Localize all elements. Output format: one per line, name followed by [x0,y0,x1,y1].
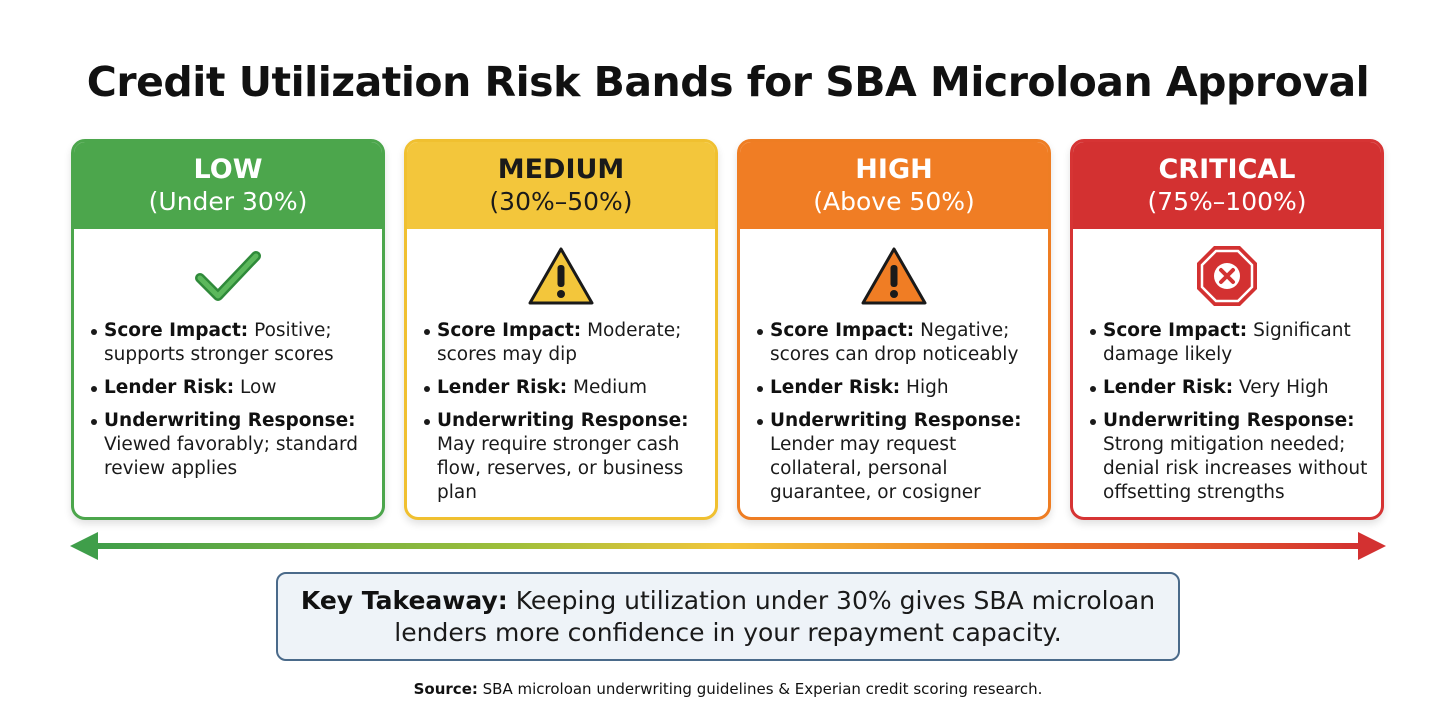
list-item: Lender Risk: Medium [424,376,707,400]
band-range: (30%–50%) [489,186,633,216]
band-range: (Above 50%) [813,186,975,216]
list-item: Lender Risk: High [757,376,1040,400]
list-item: Score Impact: Significant damage likely [1090,319,1373,367]
band-card-critical: CRITICAL (75%–100%) Score Impact: Signif… [1070,139,1384,520]
risk-scale-arrow [70,532,1386,560]
list-item: Score Impact: Positive; supports stronge… [91,319,374,367]
source-citation: Source: SBA microloan underwriting guide… [413,680,1043,698]
list-item: Lender Risk: Very High [1090,376,1373,400]
band-name: HIGH [855,154,933,186]
band-name: LOW [193,154,263,186]
stop-octagon-icon [1073,229,1381,315]
band-range: (75%–100%) [1147,186,1307,216]
list-item: Underwriting Response: Lender may reques… [757,409,1040,505]
band-range: (Under 30%) [148,186,308,216]
list-item: Score Impact: Moderate; scores may dip [424,319,707,367]
band-card-medium: MEDIUM (30%–50%) Score Impact: Moderate;… [404,139,718,520]
band-header: LOW (Under 30%) [74,142,382,229]
band-card-high: HIGH (Above 50%) Score Impact: Negative;… [737,139,1051,520]
band-header: HIGH (Above 50%) [740,142,1048,229]
band-header: CRITICAL (75%–100%) [1073,142,1381,229]
list-item: Score Impact: Negative; scores can drop … [757,319,1040,367]
band-name: CRITICAL [1158,154,1296,186]
band-details-list: Score Impact: Positive; supports stronge… [74,315,382,481]
band-name: MEDIUM [497,154,625,186]
band-header: MEDIUM (30%–50%) [407,142,715,229]
checkmark-icon [74,229,382,315]
band-details-list: Score Impact: Moderate; scores may dip L… [407,315,715,505]
band-card-low: LOW (Under 30%) Score Impact: Positive; … [71,139,385,520]
band-details-list: Score Impact: Negative; scores can drop … [740,315,1048,505]
band-details-list: Score Impact: Significant damage likely … [1073,315,1381,505]
page-title: Credit Utilization Risk Bands for SBA Mi… [86,58,1370,106]
list-item: Underwriting Response: Strong mitigation… [1090,409,1373,505]
list-item: Underwriting Response: Viewed favorably;… [91,409,374,481]
list-item: Lender Risk: Low [91,376,374,400]
key-takeaway-text: Key Takeaway: Keeping utilization under … [300,585,1156,647]
warning-triangle-icon [740,229,1048,315]
key-takeaway-box: Key Takeaway: Keeping utilization under … [276,572,1180,661]
list-item: Underwriting Response: May require stron… [424,409,707,505]
warning-triangle-icon [407,229,715,315]
